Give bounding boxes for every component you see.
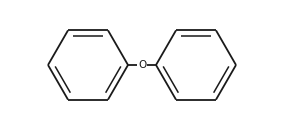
Text: O: O <box>138 60 146 70</box>
